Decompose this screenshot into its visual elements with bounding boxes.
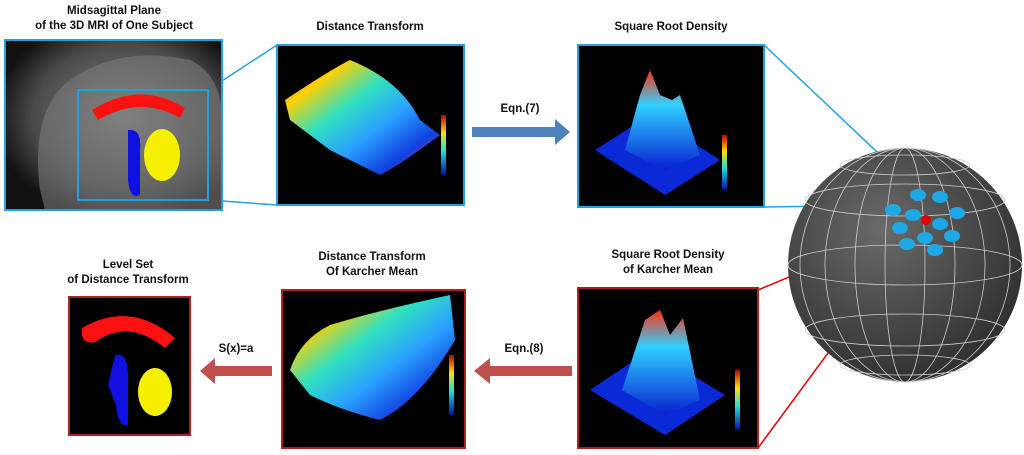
sphere: [788, 148, 1022, 382]
colorbar: [449, 355, 454, 415]
panel-title: Level Set: [103, 259, 154, 271]
levelset-panel: [69, 297, 190, 435]
dt-karcher-panel: [282, 290, 465, 448]
arrow-label: Eqn.(8): [505, 343, 544, 355]
arrow: [472, 119, 570, 145]
mean-point: [921, 215, 931, 225]
srd-panel: [578, 45, 764, 207]
panel-title: Distance Transform: [316, 21, 423, 33]
colorbar: [722, 135, 727, 190]
arrow-label: S(x)=a: [219, 343, 254, 355]
arrow: [200, 358, 272, 384]
dt-panel: [277, 45, 464, 205]
brainstem: [128, 130, 140, 196]
arrow: [474, 358, 572, 384]
panel-title: of Karcher Mean: [623, 264, 713, 276]
arrow-label: Eqn.(7): [501, 103, 540, 115]
panel-title: Square Root Density: [611, 249, 725, 261]
diagram: Midsagittal Plane of the 3D MRI of One S…: [0, 0, 1024, 455]
cerebellum: [144, 129, 180, 181]
srd-karcher-panel: [578, 288, 758, 448]
panel-title: Midsagittal Plane: [67, 5, 161, 17]
colorbar: [735, 370, 740, 430]
panel-title: Distance Transform: [318, 251, 425, 263]
panel-title: of the 3D MRI of One Subject: [35, 20, 193, 32]
cerebellum: [138, 368, 172, 416]
sphere-body: [788, 148, 1022, 382]
panel-title: Of Karcher Mean: [326, 266, 418, 278]
mri-panel: [5, 40, 222, 210]
colorbar: [441, 115, 446, 175]
panel-title: of Distance Transform: [67, 274, 188, 286]
panel-title: Square Root Density: [614, 21, 728, 33]
